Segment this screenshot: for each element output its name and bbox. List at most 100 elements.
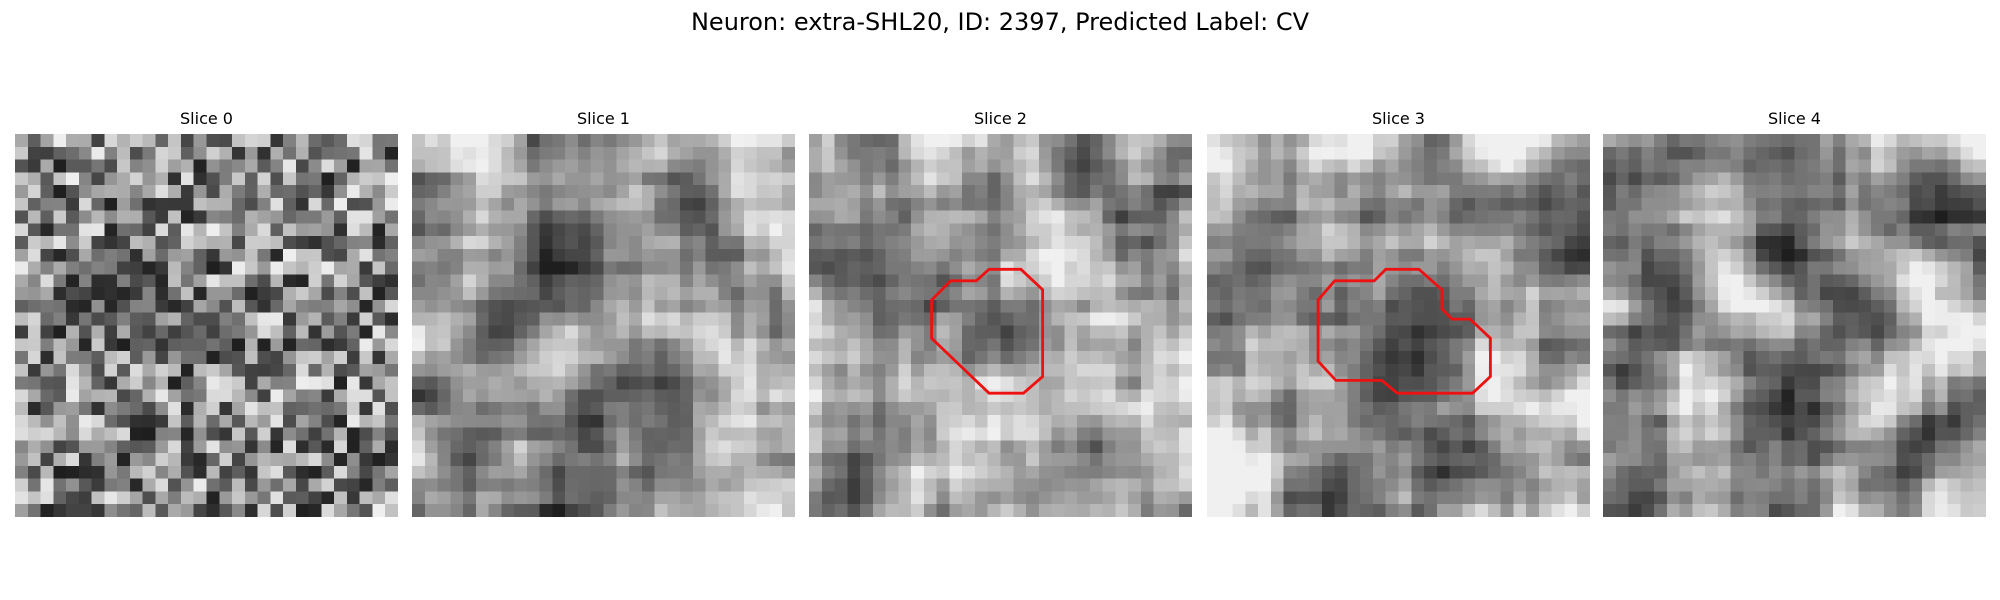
pixel	[270, 159, 284, 173]
pixel	[1462, 504, 1476, 517]
pixel	[731, 287, 744, 300]
pixel	[1551, 402, 1565, 415]
pixel	[911, 172, 924, 186]
pixel	[1641, 402, 1655, 415]
pixel	[1871, 172, 1884, 186]
pixel	[1140, 223, 1154, 237]
pixel	[590, 197, 604, 211]
pixel	[1845, 491, 1859, 505]
pixel	[219, 172, 233, 186]
pixel	[1424, 363, 1437, 377]
pixel	[872, 338, 886, 352]
pixel	[1321, 325, 1335, 339]
pixel	[616, 465, 630, 479]
pixel	[936, 465, 950, 479]
pixel	[1794, 363, 1808, 377]
pixel	[1871, 402, 1884, 415]
pixel	[155, 465, 169, 479]
pixel	[1372, 236, 1386, 249]
pixel	[782, 287, 795, 300]
pixel	[475, 248, 489, 262]
pixel	[1449, 146, 1463, 160]
pixel	[1115, 427, 1129, 441]
pixel	[501, 261, 515, 275]
pixel	[1064, 363, 1078, 377]
pixel	[1207, 351, 1220, 364]
pixel	[1768, 146, 1782, 160]
pixel	[641, 402, 655, 415]
pixel	[1347, 287, 1361, 300]
pixel	[1102, 389, 1116, 403]
pixel	[308, 172, 322, 186]
pixel	[1115, 185, 1129, 198]
pixel	[1258, 440, 1271, 454]
pixel	[1424, 491, 1437, 505]
pixel	[1500, 389, 1514, 403]
pixel	[1628, 478, 1642, 492]
pixel	[129, 389, 143, 403]
pixel	[629, 274, 642, 288]
pixel	[1692, 312, 1706, 326]
pixel	[1000, 414, 1014, 428]
pixel	[692, 376, 706, 390]
pixel	[1654, 465, 1667, 479]
pixel	[437, 223, 451, 237]
pixel	[193, 146, 207, 160]
pixel	[91, 146, 105, 160]
pixel	[1128, 351, 1141, 364]
pixel	[1449, 504, 1463, 517]
pixel	[923, 478, 937, 492]
pixel	[1051, 312, 1065, 326]
pixel	[1449, 134, 1463, 147]
pixel	[872, 351, 886, 364]
pixel	[53, 172, 67, 186]
pixel	[66, 414, 79, 428]
pixel	[1166, 197, 1180, 211]
pixel	[756, 172, 770, 186]
pixel	[1756, 287, 1769, 300]
pixel	[539, 376, 553, 390]
pixel	[1140, 159, 1154, 173]
pixel	[1207, 134, 1220, 147]
pixel	[1564, 427, 1578, 441]
pixel	[1526, 389, 1539, 403]
pixel	[782, 223, 795, 237]
pixel	[334, 389, 347, 403]
pixel	[437, 312, 451, 326]
pixel	[372, 427, 386, 441]
pixel	[1179, 223, 1192, 237]
pixel	[1858, 440, 1872, 454]
pixel	[1245, 172, 1259, 186]
pixel	[1411, 146, 1425, 160]
pixel	[1947, 159, 1961, 173]
pixel	[66, 159, 79, 173]
pixel	[1526, 363, 1539, 377]
pixel	[1883, 210, 1897, 224]
pixel	[1026, 402, 1039, 415]
pixel	[206, 261, 220, 275]
pixel	[1398, 185, 1412, 198]
pixel	[641, 504, 655, 517]
pixel	[142, 299, 156, 313]
pixel	[1909, 210, 1923, 224]
pixel	[321, 210, 335, 224]
pixel	[168, 134, 181, 147]
pixel	[1128, 287, 1141, 300]
pixel	[168, 414, 181, 428]
pixel	[1232, 325, 1246, 339]
pixel	[692, 504, 706, 517]
pixel	[616, 146, 630, 160]
pixel	[1947, 402, 1961, 415]
pixel	[168, 287, 181, 300]
pixel	[501, 312, 515, 326]
pixel	[667, 261, 681, 275]
pixel	[680, 134, 693, 147]
pixel	[1013, 440, 1027, 454]
pixel	[552, 504, 566, 517]
pixel	[283, 504, 296, 517]
pixel	[898, 325, 912, 339]
pixel	[1807, 376, 1821, 390]
pixel	[283, 223, 296, 237]
pixel	[1321, 223, 1335, 237]
pixel	[860, 236, 873, 249]
